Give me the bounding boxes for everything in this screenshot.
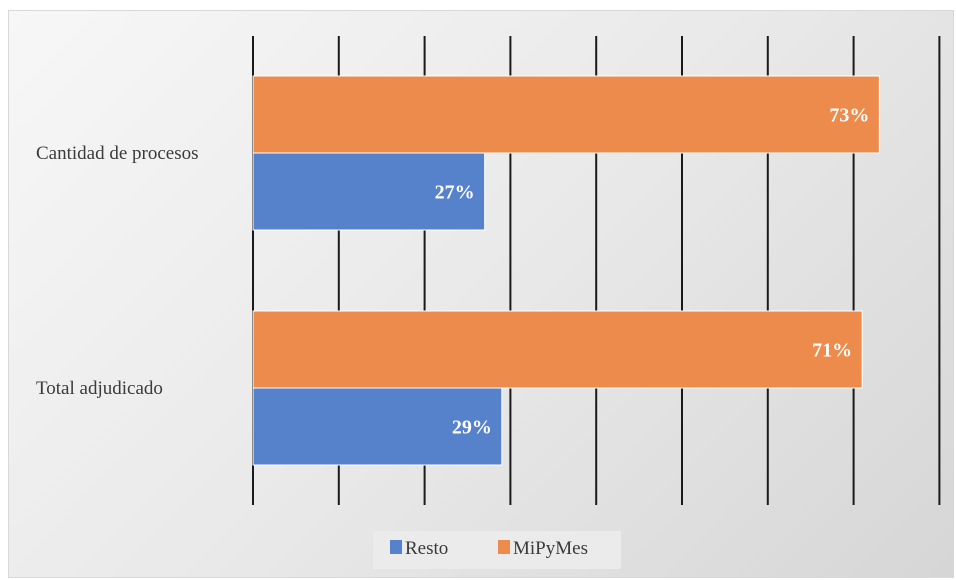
legend-swatch-mipymes — [498, 540, 510, 554]
category-label: Total adjudicado — [36, 378, 163, 399]
bar-mipymes-2 — [252, 310, 863, 389]
bar-resto-1 — [252, 152, 486, 231]
legend-box — [373, 531, 621, 569]
bars — [252, 75, 880, 466]
legend-label-resto: Resto — [405, 538, 448, 559]
legend-swatch-resto — [390, 540, 402, 554]
bar-resto-2 — [252, 387, 503, 466]
data-label-resto-1: 27% — [435, 182, 475, 204]
data-label-mipymes-2: 71% — [812, 340, 852, 362]
legend: Resto MiPyMes — [373, 531, 621, 569]
bar-mipymes-1 — [252, 75, 880, 154]
category-label: Cantidad de procesos — [36, 143, 199, 164]
legend-label-mipymes: MiPyMes — [513, 538, 588, 559]
data-label-resto-2: 29% — [452, 417, 492, 439]
data-label-mipymes-1: 73% — [829, 105, 869, 127]
category-labels: Cantidad de procesos Total adjudicado — [36, 143, 199, 399]
data-labels: 73% 27% 71% 29% — [435, 105, 870, 439]
